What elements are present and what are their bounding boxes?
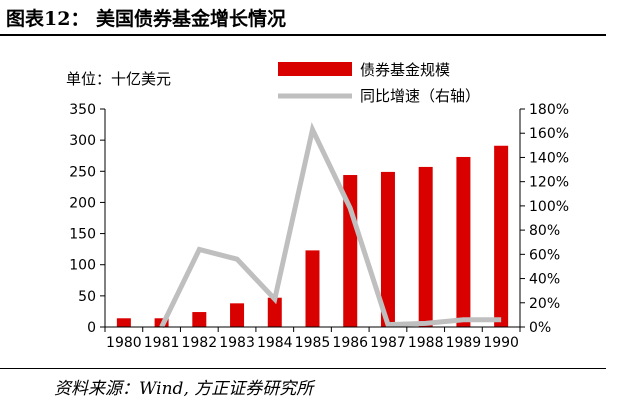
line-series bbox=[159, 121, 502, 329]
left-tick-label: 200 bbox=[69, 195, 96, 211]
x-tick-label: 1983 bbox=[219, 335, 255, 351]
legend-bar-label: 债券基金规模 bbox=[360, 61, 450, 79]
bar-1989 bbox=[456, 156, 471, 327]
right-tick-label: 20% bbox=[529, 296, 560, 312]
right-tick-label: 140% bbox=[529, 150, 569, 166]
left-tick-label: 50 bbox=[78, 289, 96, 305]
x-tick-label: 1986 bbox=[332, 335, 368, 351]
x-tick-label: 1985 bbox=[295, 335, 331, 351]
bar-1987 bbox=[380, 171, 395, 327]
source-note: 资料来源：Wind, 方正证券研究所 bbox=[54, 379, 314, 399]
right-tick-label: 100% bbox=[529, 199, 569, 215]
right-tick-label: 0% bbox=[529, 320, 551, 336]
bar-1984 bbox=[267, 297, 282, 327]
right-axis: 0% 20% 40% 60% 80% 100% 120% 140% 160% 180% bbox=[519, 102, 569, 336]
left-tick-label: 250 bbox=[69, 164, 96, 180]
right-tick-label: 180% bbox=[529, 102, 569, 118]
left-tick-label: 150 bbox=[69, 227, 96, 243]
legend-bar-swatch bbox=[278, 62, 352, 76]
right-tick-label: 120% bbox=[529, 175, 569, 191]
bar-1982 bbox=[192, 312, 207, 327]
x-tick-label: 1987 bbox=[370, 335, 406, 351]
legend-line-label: 同比增速（右轴） bbox=[360, 87, 480, 105]
bar-1983 bbox=[230, 303, 245, 327]
x-tick-label: 1988 bbox=[408, 335, 444, 351]
bar-1990 bbox=[494, 145, 509, 327]
left-tick-label: 100 bbox=[69, 258, 96, 274]
right-tick-label: 80% bbox=[529, 223, 560, 239]
bar-series bbox=[116, 145, 509, 327]
left-tick-label: 0 bbox=[87, 320, 96, 336]
growth-line bbox=[159, 121, 502, 329]
right-tick-label: 160% bbox=[529, 126, 569, 142]
bar-1980 bbox=[116, 318, 131, 327]
figure-title: 图表12： 美国债券基金增长情况 bbox=[6, 8, 287, 30]
bar-1988 bbox=[418, 166, 433, 327]
title-rule bbox=[0, 34, 606, 36]
x-tick-label: 1989 bbox=[446, 335, 482, 351]
unit-label: 单位：十亿美元 bbox=[66, 70, 171, 88]
x-tick-label: 1980 bbox=[106, 335, 142, 351]
x-axis: 1980 1981 1982 1983 1984 1985 1986 1987 1988 1989… bbox=[104, 326, 521, 351]
right-tick-label: 40% bbox=[529, 272, 560, 288]
x-tick-label: 1990 bbox=[483, 335, 519, 351]
x-tick-label: 1984 bbox=[257, 335, 293, 351]
bar-1985 bbox=[305, 250, 320, 327]
x-tick-label: 1982 bbox=[181, 335, 217, 351]
source-rule bbox=[0, 368, 606, 369]
x-tick-label: 1981 bbox=[144, 335, 180, 351]
left-tick-label: 300 bbox=[69, 133, 96, 149]
left-axis: 0 50 100 150 200 250 300 350 bbox=[69, 102, 106, 336]
right-tick-label: 60% bbox=[529, 247, 560, 263]
left-tick-label: 350 bbox=[69, 102, 96, 118]
